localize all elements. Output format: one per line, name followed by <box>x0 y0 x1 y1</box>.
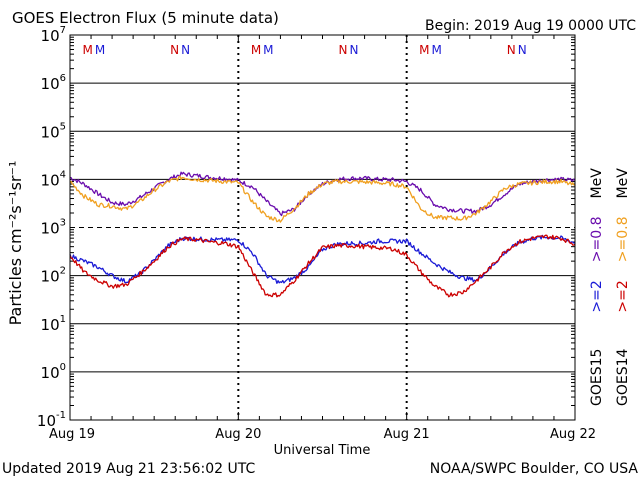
updated-time: Updated 2019 Aug 21 23:56:02 UTC <box>2 461 255 477</box>
series-line <box>69 175 576 223</box>
y-tick-base: 10 <box>37 412 56 430</box>
x-tick-label: Aug 22 <box>550 427 596 442</box>
y-tick-base: 10 <box>41 220 60 238</box>
y-tick-exponent: 0 <box>60 362 66 373</box>
marker-letter: N <box>507 43 516 57</box>
legend-item: MeV <box>615 168 631 199</box>
y-tick-base: 10 <box>41 364 60 382</box>
marker-letter: N <box>349 43 358 57</box>
y-tick-label: 104 <box>41 169 66 189</box>
x-tick-label: Aug 21 <box>384 427 430 442</box>
y-tick-label: 102 <box>41 266 66 286</box>
marker-letter: M <box>95 43 105 57</box>
y-tick-exponent: 7 <box>60 25 66 36</box>
legend-item: >=0.8 <box>615 216 631 262</box>
legend-column: GOES15 >=2 >=0.8 MeV <box>589 168 605 406</box>
y-tick-label: 10-1 <box>37 410 66 430</box>
x-tick-label: Aug 20 <box>215 427 261 442</box>
x-axis-label: Universal Time <box>274 443 371 458</box>
marker-letter: M <box>432 43 442 57</box>
x-tick-labels: Aug 19 Aug 20 Aug 21 Aug 22 <box>49 427 596 442</box>
data-series <box>69 171 576 298</box>
y-tick-exponent: -1 <box>56 410 66 421</box>
legend-column: GOES14 >=2 >=0.8 MeV <box>615 168 631 406</box>
y-tick-label: 105 <box>41 121 66 141</box>
y-axis-label: Particles cm⁻²s⁻¹sr⁻¹ <box>6 161 25 326</box>
marker-letter: M <box>251 43 261 57</box>
legend-satellite: GOES14 <box>615 348 631 406</box>
plot-frame <box>69 34 576 421</box>
y-tick-exponent: 5 <box>60 121 66 132</box>
legend-satellite: GOES15 <box>589 349 605 406</box>
y-tick-base: 10 <box>41 316 60 334</box>
marker-letter: M <box>419 43 429 57</box>
begin-time: Begin: 2019 Aug 19 0000 UTC <box>425 18 636 34</box>
marker-letter: N <box>181 43 190 57</box>
legend-item: >=2 <box>589 280 605 312</box>
marker-letter: N <box>170 43 179 57</box>
credit: NOAA/SWPC Boulder, CO USA <box>430 461 639 477</box>
series-line <box>69 234 576 298</box>
y-tick-base: 10 <box>41 171 60 189</box>
marker-letter: M <box>263 43 273 57</box>
y-tick-base: 10 <box>41 27 60 45</box>
marker-letter: M <box>82 43 92 57</box>
y-tick-exponent: 6 <box>60 73 66 84</box>
y-tick-base: 10 <box>41 268 60 286</box>
y-tick-exponent: 1 <box>60 314 66 325</box>
y-tick-base: 10 <box>41 75 60 93</box>
horizontal-gridlines <box>70 82 575 373</box>
day-separators <box>237 35 408 420</box>
x-tick-label: Aug 19 <box>49 427 95 442</box>
y-tick-label: 101 <box>41 314 66 334</box>
y-tick-base: 10 <box>41 123 60 141</box>
y-tick-exponent: 2 <box>60 266 66 277</box>
axis-ticks <box>69 35 576 420</box>
legend-item: MeV <box>589 168 605 199</box>
y-tick-label: 103 <box>41 218 66 238</box>
marker-letter: N <box>338 43 347 57</box>
legend-item: >=0.8 <box>589 216 605 262</box>
y-tick-exponent: 4 <box>60 169 66 180</box>
legend: GOES15 >=2 >=0.8 MeV GOES14 >=2 >=0.8 MeV <box>589 168 631 406</box>
y-tick-label: 100 <box>41 362 66 382</box>
y-tick-label: 106 <box>41 73 66 93</box>
chart-title: GOES Electron Flux (5 minute data) <box>12 9 279 27</box>
legend-item: >=2 <box>615 280 631 312</box>
y-tick-exponent: 3 <box>60 218 66 229</box>
y-tick-label: 107 <box>41 25 66 45</box>
marker-letter: N <box>518 43 527 57</box>
